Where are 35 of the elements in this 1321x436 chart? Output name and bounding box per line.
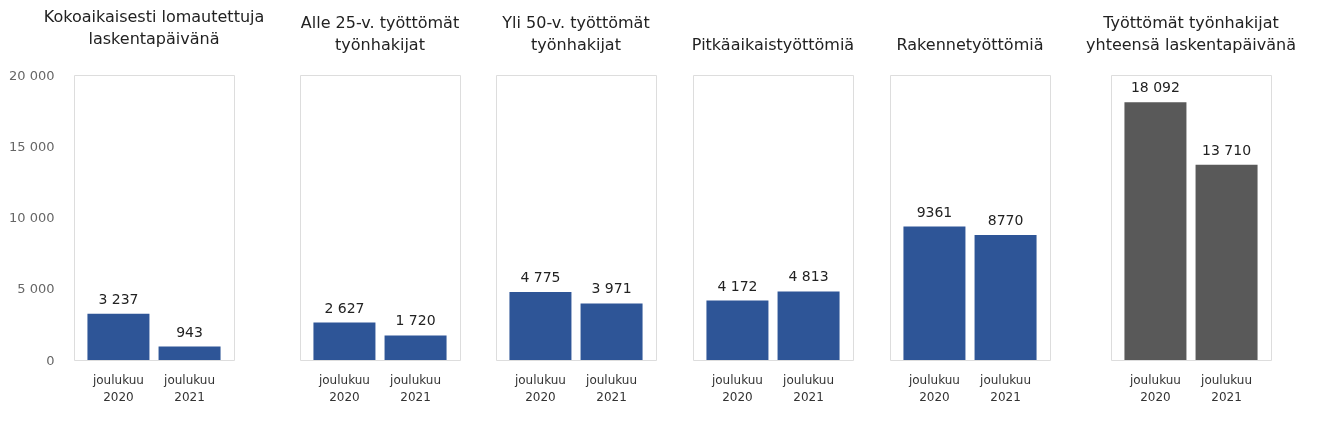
data-label: 4 172 xyxy=(717,277,758,294)
data-label: 3 237 xyxy=(98,290,139,307)
chart-title: Pitkäaikaistyöttömiä xyxy=(691,35,855,54)
x-tick-label: joulukuu 2021 xyxy=(979,372,1032,404)
y-tick-label: 10 000 xyxy=(9,210,55,225)
chart-title: Rakennetyöttömiä xyxy=(896,35,1044,54)
chart-title: Kokoaikaisesti lomautettuja laskentapäivänä xyxy=(43,7,265,48)
y-tick-label: 0 xyxy=(46,352,55,368)
chart-title: Alle 25-v. työttömät työnhakijat xyxy=(300,13,460,54)
data-label: 4 813 xyxy=(788,268,829,285)
data-label: 943 xyxy=(176,323,203,340)
data-label: 3 971 xyxy=(591,280,632,297)
x-tick-label: joulukuu 2020 xyxy=(91,372,144,404)
chart-title: Yli 50-v. työttömät työnhakijat xyxy=(501,13,650,54)
data-label: 8770 xyxy=(987,212,1024,229)
x-tick-label: joulukuu 2021 xyxy=(1200,372,1253,404)
data-label: 4 775 xyxy=(520,268,561,285)
x-tick-label: joulukuu 2021 xyxy=(389,372,442,404)
data-label: 9361 xyxy=(916,203,953,220)
x-tick-label: joulukuu 2020 xyxy=(513,372,566,404)
x-tick-label: joulukuu 2020 xyxy=(317,372,370,404)
data-label: 18 092 xyxy=(1130,79,1180,96)
x-tick-label: joulukuu 2020 xyxy=(710,372,763,404)
x-tick-label: joulukuu 2020 xyxy=(907,372,960,404)
y-tick-label: 20 000 xyxy=(9,67,55,83)
data-label: 2 627 xyxy=(324,299,365,316)
y-tick-label: 15 000 xyxy=(9,138,55,154)
x-tick-label: joulukuu 2020 xyxy=(1128,372,1181,404)
x-tick-label: joulukuu 2021 xyxy=(163,372,216,404)
data-label: 13 710 xyxy=(1202,141,1252,158)
x-tick-label: joulukuu 2021 xyxy=(782,372,835,404)
x-tick-label: joulukuu 2021 xyxy=(585,372,638,404)
chart-title: Työttömät työnhakijat yhteensä laskentapäivänä xyxy=(1086,13,1296,54)
data-label: 1 720 xyxy=(395,312,436,329)
y-tick-label: 5 000 xyxy=(17,281,55,297)
